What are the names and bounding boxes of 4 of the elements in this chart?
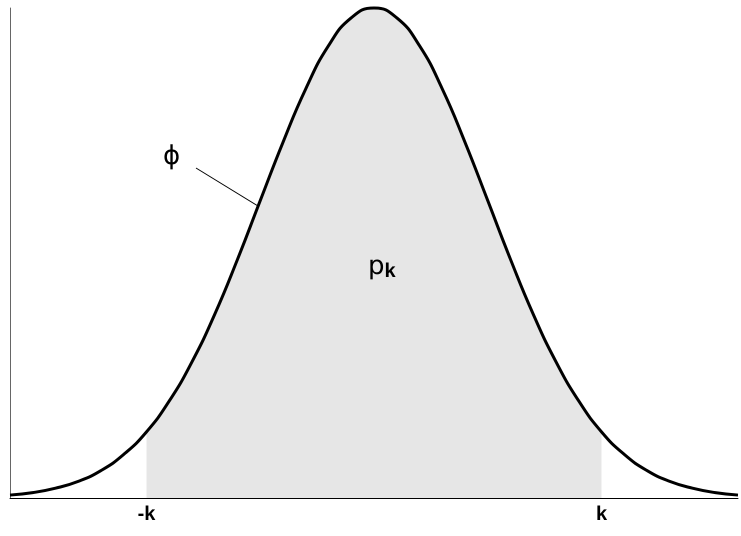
annotation: pk — [368, 251, 397, 282]
x-tick-label: k — [596, 503, 608, 525]
annotation: ϕ — [163, 141, 180, 171]
x-tick-label: -k — [138, 503, 156, 525]
